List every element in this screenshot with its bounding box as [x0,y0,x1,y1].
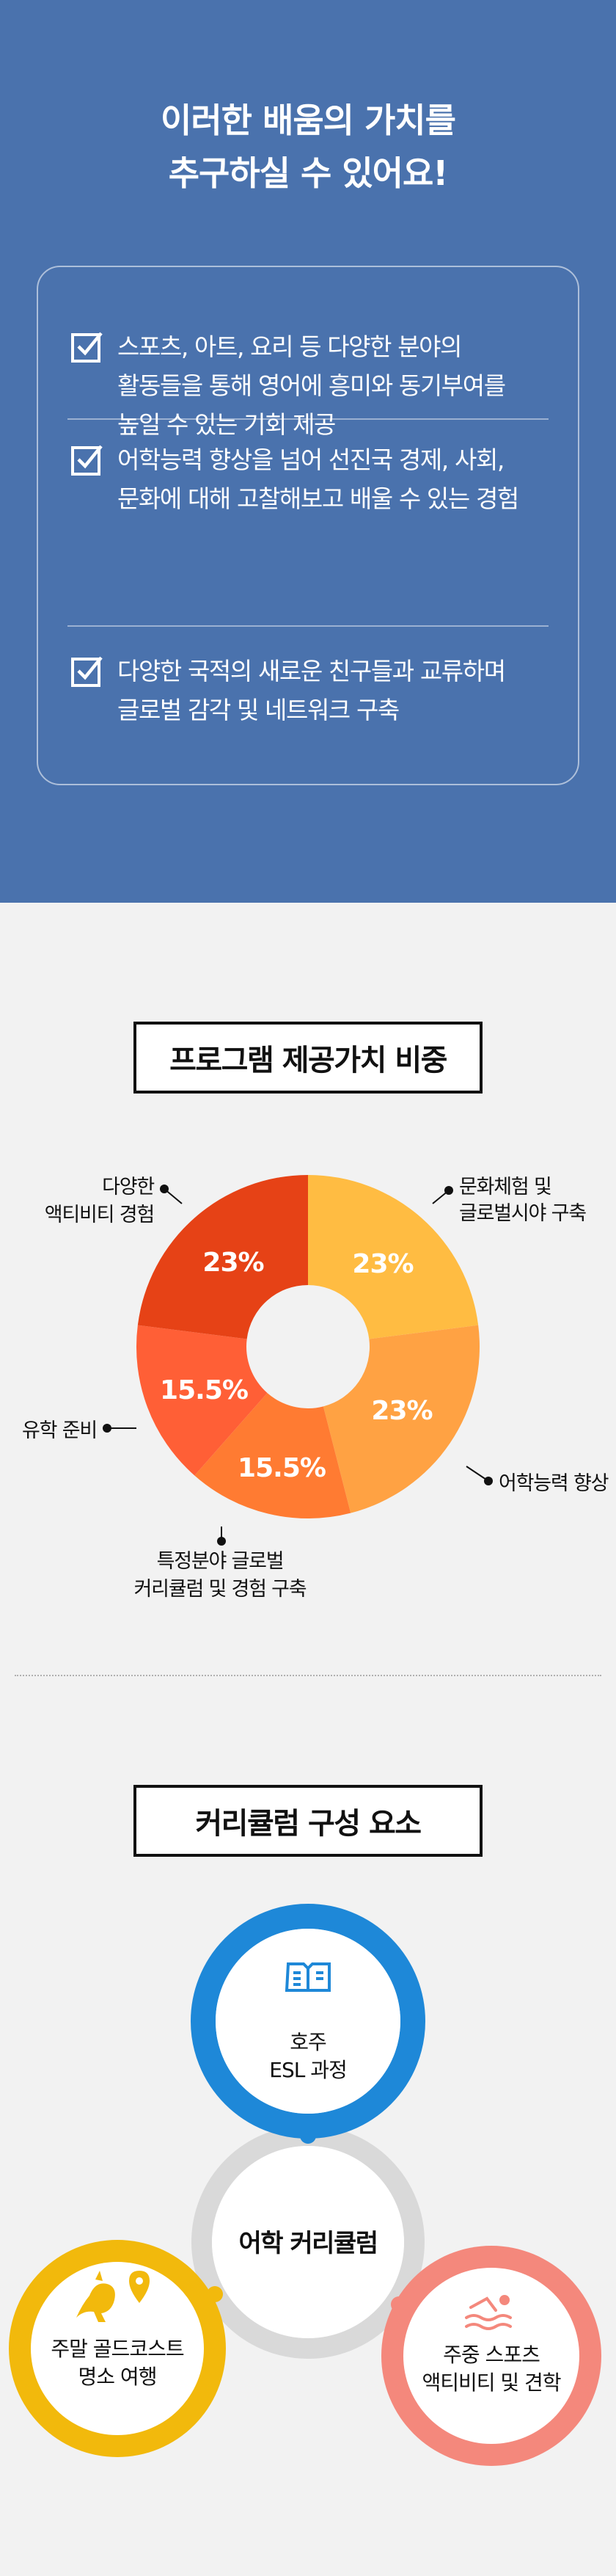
label-leader-dot [103,1424,111,1433]
slice-category-label: 유학 준비 [22,1419,97,1442]
divider [67,625,549,627]
chart-section-title: 프로그램 제공가치 비중 [133,1022,483,1094]
value-text: 어학능력 향상을 넘어 선진국 경제, 사회, 문화에 대해 고찰해보고 배울 … [117,440,535,518]
checkbox-icon [71,445,103,476]
esl-label: ESL 과정 [269,2058,347,2082]
esl-label: 호주 [290,2030,326,2054]
esl-circle [216,1929,400,2114]
slice-value-label: 23% [202,1248,263,1278]
value-text-line: 문화에 대해 고찰해보고 배울 수 있는 경험 [117,484,519,513]
value-text-line: 어학능력 향상을 넘어 선진국 경제, 사회, [117,445,505,474]
donut-slice [136,1325,268,1476]
slice-category-label: 문화체험 및 [459,1176,551,1198]
value-text: 다양한 국적의 새로운 친구들과 교류하며 글로벌 감각 및 네트워크 구축 [117,652,535,729]
trip-label: 명소 여행 [78,2365,157,2389]
slice-category-label: 글로벌시야 구축 [459,1202,586,1225]
slice-category-label: 어학능력 향상 [499,1472,609,1495]
value-text: 스포츠, 아트, 요리 등 다양한 분야의 활동들을 통해 영어에 흥미와 동기… [117,327,535,444]
sports-label: 주중 스포츠 [443,2343,540,2367]
divider [67,418,549,420]
curriculum-hub [212,2146,404,2338]
label-leader-dot [484,1477,493,1485]
label-leader-dot [160,1185,169,1193]
donut-slice [194,1393,351,1518]
label-leader-line [466,1466,489,1482]
value-text-line: 글로벌 감각 및 네트워크 구축 [117,696,400,724]
slice-value-label: 23% [352,1249,413,1279]
location-pin-hole [136,2277,143,2285]
headline-text: 이러한 [161,101,263,140]
swimmer-head [499,2295,510,2305]
connector-dot-blue [300,2128,316,2144]
donut-slice [308,1175,479,1339]
value-text-line: 활동들을 통해 영어에 흥미와 동기부여를 [117,371,506,400]
value-text-line: 다양한 국적의 새로운 친구들과 교류하며 [117,657,506,685]
trip-label: 주말 골드코스트 [51,2337,183,2361]
curriculum-section-title: 커리큘럼 구성 요소 [133,1785,483,1857]
values-box: 스포츠, 아트, 요리 등 다양한 분야의 활동들을 통해 영어에 흥미와 동기… [37,266,579,785]
slice-value-label: 15.5% [238,1453,326,1483]
book-icon [285,1962,331,1992]
slice-value-label: 15.5% [160,1375,248,1405]
checkbox-icon [71,332,103,363]
swimmer-icon [465,2296,512,2330]
dotted-separator [15,1675,601,1676]
donut-slice [323,1325,480,1513]
checkbox-icon [71,656,103,687]
headline-text: 를 [425,101,456,140]
connector-dot-yellow [207,2286,223,2302]
label-leader-dot [217,1537,226,1546]
kangaroo-location-icon [76,2271,150,2322]
value-text-line: 스포츠, 아트, 요리 등 다양한 분야의 [117,332,462,361]
sports-circle [403,2268,579,2444]
slice-category-label: 액티비티 경험 [45,1204,154,1226]
esl-ring [191,1904,425,2139]
donut-slice [137,1175,308,1339]
value-text-line: 높일 수 있는 기회 제공 [117,410,336,439]
slice-category-label: 다양한 [102,1176,154,1198]
values-section: 이러한 배움의 가치를 추구하실 수 있어요! 스포츠, 아트, 요리 등 다양… [0,0,616,903]
headline-line-2: 추구하실 수 있어요! [168,153,449,193]
curriculum-diagram: 어학 커리큘럼 호주 ESL 과정 주말 골드코스트 명소 여행 주중 스포츠 … [9,1904,601,2466]
headline-emphasis: 배움의 가치 [263,101,426,140]
slice-category-label: 커리큘럼 및 경험 구축 [134,1578,307,1601]
connector-dot-coral [391,2296,407,2313]
sports-label: 액티비티 및 견학 [422,2371,560,2395]
curriculum-center-label: 어학 커리큘럼 [238,2229,377,2258]
values-headline: 이러한 배움의 가치를 추구하실 수 있어요! [0,94,616,200]
label-leader-dot [444,1186,453,1195]
trip-circle [31,2262,204,2435]
slice-category-label: 특정분야 글로벌 [157,1550,284,1573]
slice-value-label: 23% [371,1396,432,1426]
